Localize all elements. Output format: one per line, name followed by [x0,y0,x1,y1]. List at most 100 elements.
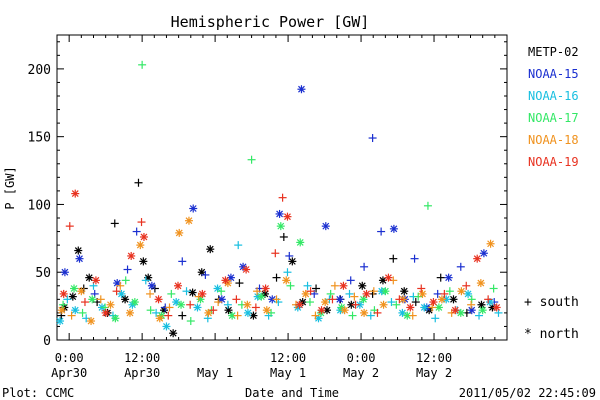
noaa-19-point [384,273,393,282]
noaa-18-point [57,306,66,315]
metp-02-point [68,292,77,301]
noaa-19-point [417,284,426,293]
noaa-18-point [379,300,388,309]
noaa-15-point [201,270,210,279]
metp-02-point [197,268,206,277]
noaa-15-point [60,268,69,277]
metp-02-point [206,245,215,254]
noaa-18-point [282,276,291,285]
noaa-15-point [389,224,398,233]
noaa-18-point [77,287,86,296]
x-tick-label-time: 12:00 [270,351,306,365]
x-axis-label: Date and Time [245,386,339,400]
noaa-15-point [297,85,306,94]
y-tick-label: 200 [28,63,51,78]
noaa-19-point [351,300,360,309]
metp-02-point [400,287,409,296]
noaa-18-point [214,298,223,307]
noaa-18-point [408,311,417,320]
noaa-19-point [91,276,100,285]
noaa-15-point [132,227,141,236]
noaa-17-point [286,281,295,290]
noaa-15-point [479,249,488,258]
metp-02-point [85,273,94,282]
noaa-17-point [326,289,335,298]
noaa-19-point [174,281,183,290]
noaa-15-point [335,295,344,304]
series-legend: METP-02 NOAA-15 NOAA-16 NOAA-17 NOAA-18 NOAA-… [528,45,579,169]
noaa-17-point [392,300,401,309]
metp-02-point [272,273,281,282]
noaa-15-point [75,254,84,263]
noaa-18-point [243,300,252,309]
noaa-18-point [155,314,164,323]
noaa-19-point [127,251,136,260]
noaa-16-point [387,298,396,307]
noaa-19-point [295,300,304,309]
metp-02-point [57,311,66,320]
legend-noaa-18: NOAA-18 [528,133,579,147]
noaa-19-point [221,276,230,285]
noaa-19-point [65,222,74,231]
noaa-16-point [475,311,484,320]
noaa-18-point [204,308,213,317]
noaa-18-point [67,311,76,320]
metp-02-point [121,295,130,304]
noaa-17-point [70,284,79,293]
noaa-15-point [377,227,386,236]
noaa-16-point [366,311,375,320]
metp-02-point [477,300,486,309]
noaa-15-point [189,204,198,213]
noaa-18-point [175,228,184,237]
noaa-17-point [456,308,465,317]
noaa-19-point [186,300,195,309]
noaa-15-point [467,306,476,315]
x-tick-label-time: 12:00 [124,351,160,365]
noaa-18-point [369,287,378,296]
noaa-19-point [101,308,110,317]
metp-02-point [358,281,367,290]
noaa-19-point [209,306,218,315]
noaa-17-point [423,201,432,210]
noaa-17-point [276,222,285,231]
metp-02-point [74,246,83,255]
noaa-16-point [182,287,191,296]
noaa-18-point [146,289,155,298]
noaa-19-point [406,303,415,312]
y-tick-label: 0 [43,334,51,349]
noaa-17-point [247,155,256,164]
noaa-15-point [360,262,369,271]
noaa-19-point [164,311,173,320]
noaa-17-point [445,287,454,296]
noaa-18-point [301,289,310,298]
noaa-19-point [137,218,146,227]
metp-02-point [449,295,458,304]
noaa-17-point [177,300,186,309]
plot-timestamp: 2011/05/02 22:45:09 [459,386,596,400]
x-tick-label-date: May 1 [270,366,306,380]
noaa-16-point [56,317,65,326]
noaa-18-point [467,300,476,309]
noaa-17-point [305,298,314,307]
x-tick-label-time: 12:00 [416,351,452,365]
noaa-17-point [296,238,305,247]
noaa-19-point [251,303,260,312]
x-tick-label-time: 0:00 [55,351,84,365]
legend-noaa-19: NOAA-19 [528,155,579,169]
noaa-19-point [278,193,287,202]
noaa-19-point [112,287,121,296]
noaa-18-point [136,241,145,250]
noaa-18-point [165,303,174,312]
x-tick-label-date: May 2 [416,366,452,380]
noaa-17-point [111,314,120,323]
noaa-15-point [285,251,294,260]
metp-02-point [134,178,143,187]
y-tick-label: 100 [28,198,51,213]
x-tick-label-date: Apr30 [51,366,87,380]
x-tick-label-time: 0:00 [347,351,376,365]
noaa-15-point [444,273,453,282]
noaa-19-point [339,281,348,290]
noaa-17-point [434,303,443,312]
noaa-19-point [462,281,471,290]
